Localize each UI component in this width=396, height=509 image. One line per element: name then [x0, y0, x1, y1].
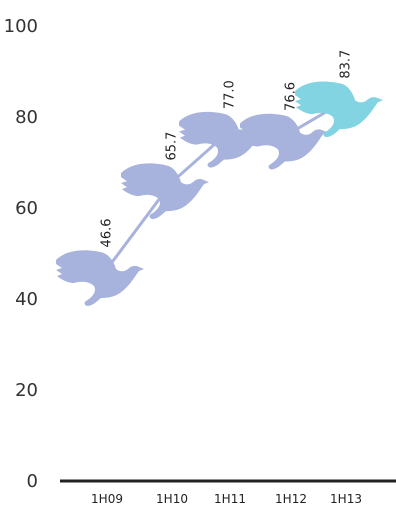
- dove-icon: [295, 81, 383, 138]
- y-tick-label: 40: [15, 289, 38, 310]
- x-axis: 1H09 1H10 1H11 1H12 1H13: [91, 492, 362, 506]
- data-label: 83.7: [339, 50, 354, 79]
- dove-icon: [240, 113, 328, 170]
- y-tick-label: 100: [4, 16, 38, 37]
- y-axis: 0 20 40 60 80 100: [4, 16, 38, 492]
- x-tick-label: 1H09: [91, 492, 123, 506]
- data-labels: 46.6 65.7 77.0 76.6 83.7: [100, 50, 354, 248]
- dove-icon: [56, 250, 144, 306]
- x-tick-label: 1H10: [156, 492, 188, 506]
- x-tick-label: 1H12: [275, 492, 307, 506]
- data-label: 76.6: [284, 82, 299, 111]
- data-label: 65.7: [165, 132, 180, 161]
- dove-icon: [121, 163, 209, 220]
- y-tick-label: 60: [15, 198, 38, 219]
- x-tick-label: 1H11: [214, 492, 246, 506]
- data-label: 77.0: [223, 80, 238, 109]
- data-label: 46.6: [100, 218, 115, 247]
- x-tick-label: 1H13: [330, 492, 362, 506]
- y-tick-label: 80: [15, 107, 38, 128]
- data-markers: [56, 81, 383, 306]
- y-tick-label: 20: [15, 380, 38, 401]
- y-tick-label: 0: [27, 471, 38, 492]
